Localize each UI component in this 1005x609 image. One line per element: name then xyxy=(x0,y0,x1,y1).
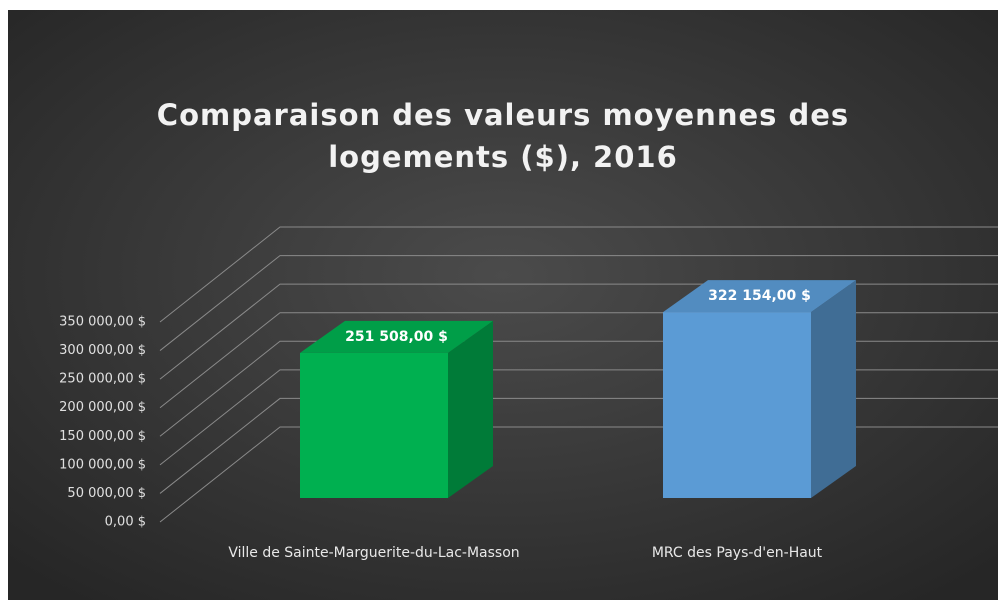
bar xyxy=(663,280,856,498)
bar xyxy=(300,320,493,498)
value-label: 251 508,00 $ xyxy=(345,329,448,345)
bar-front xyxy=(300,352,448,498)
bar-top xyxy=(300,320,493,353)
grid-line xyxy=(159,255,998,351)
value-label: 322 154,00 $ xyxy=(708,288,811,304)
y-tick-label: 0,00 $ xyxy=(105,515,146,530)
y-tick-label: 200 000,00 $ xyxy=(59,400,146,415)
bar-top xyxy=(663,280,856,313)
chart-title: Comparaison des valeurs moyennes des log… xyxy=(156,98,850,174)
y-tick-label: 50 000,00 $ xyxy=(67,486,146,501)
title-box: Comparaison des valeurs moyennes des log… xyxy=(8,94,998,178)
y-tick-label: 350 000,00 $ xyxy=(59,315,146,330)
bar-side xyxy=(811,280,856,498)
y-tick-label: 150 000,00 $ xyxy=(59,429,146,444)
chart: 0,00 $ 50 000,00 $ 100 000,00 $ 150 000,00 … xyxy=(8,10,998,600)
y-tick-label: 100 000,00 $ xyxy=(59,457,146,472)
y-tick-label: 300 000,00 $ xyxy=(59,343,146,358)
bar-side xyxy=(448,320,493,498)
bar-front xyxy=(663,312,811,498)
grid-line xyxy=(159,226,998,323)
chart-area: 0,00 $ 50 000,00 $ 100 000,00 $ 150 000,00 … xyxy=(8,10,998,600)
x-tick-label: Ville de Sainte-Marguerite-du-Lac-Masson xyxy=(228,545,520,561)
x-tick-label: MRC des Pays-d'en-Haut xyxy=(651,545,823,561)
y-tick-label: 250 000,00 $ xyxy=(59,372,146,387)
